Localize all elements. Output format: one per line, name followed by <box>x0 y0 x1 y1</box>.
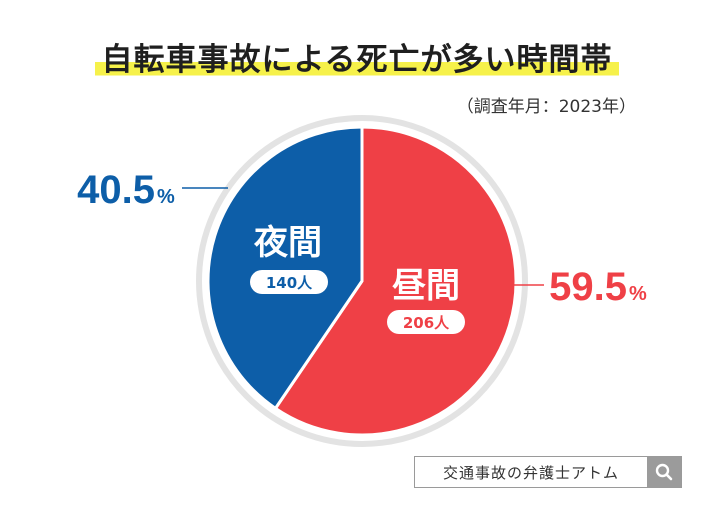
count-pill-nighttime <box>250 270 328 294</box>
chart-subtitle: （調査年月：2023年） <box>456 97 636 117</box>
watermark-searchbar: 交通事故の弁護士アトム <box>414 456 682 488</box>
percent-unit-nighttime: % <box>157 186 175 208</box>
count-pill-daytime <box>387 310 465 334</box>
pie-slice-nighttime <box>206 125 364 410</box>
percent-label-nighttime: 40.5% <box>77 168 175 212</box>
slice-label-nighttime: 夜間 <box>253 223 322 263</box>
watermark-search-button <box>647 457 681 487</box>
watermark-text: 交通事故の弁護士アトム <box>415 457 647 487</box>
count-label-nighttime: 140人 <box>266 274 313 292</box>
chart-title: 自転車事故による死亡が多い時間帯 <box>95 34 619 79</box>
title-container: 自転車事故による死亡が多い時間帯 <box>0 34 714 79</box>
pie-slice-daytime <box>273 125 518 437</box>
count-label-daytime: 206人 <box>403 314 450 332</box>
percent-label-daytime: 59.5% <box>549 265 647 309</box>
percent-unit-daytime: % <box>629 283 647 305</box>
search-icon <box>655 463 673 481</box>
slice-label-daytime: 昼間 <box>392 266 460 306</box>
